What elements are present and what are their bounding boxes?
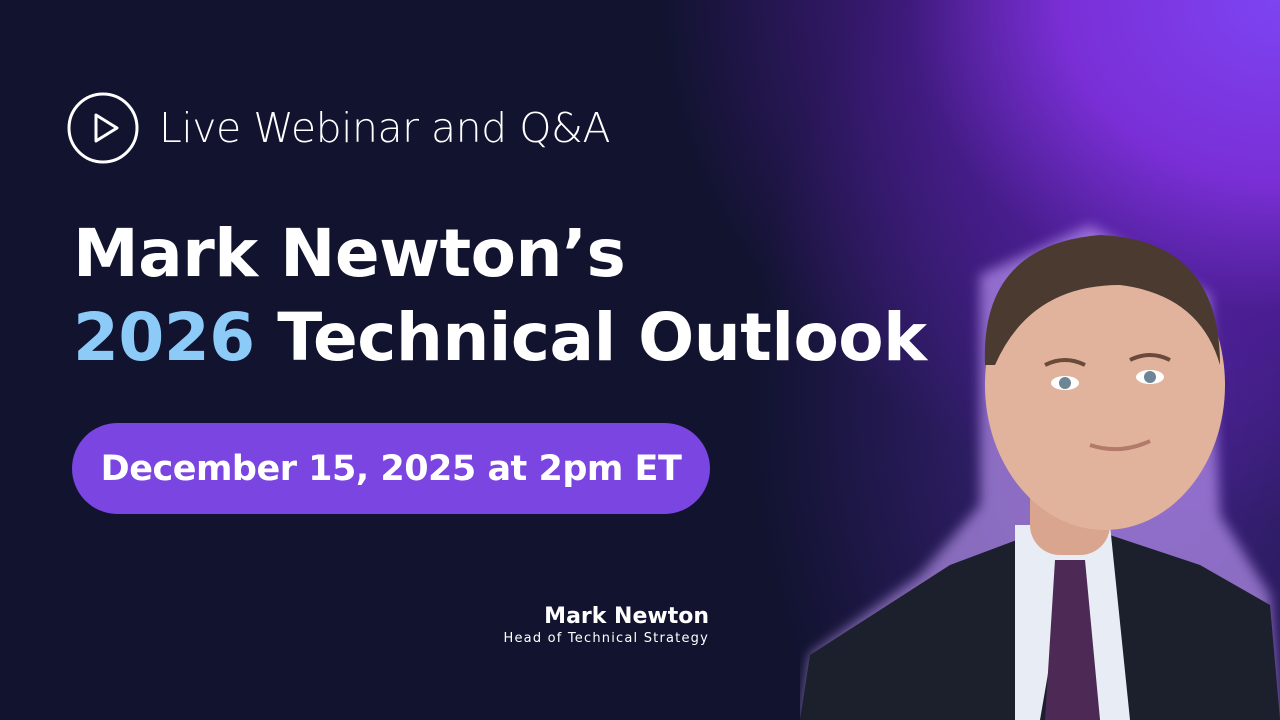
speaker-photo	[800, 225, 1280, 720]
date-pill: December 15, 2025 at 2pm ET	[72, 423, 710, 514]
speaker-role: Head of Technical Strategy	[503, 631, 709, 646]
webinar-badge: Live Webinar and Q&A	[67, 92, 611, 164]
page-title: Mark Newton’s 2026 Technical Outlook	[73, 212, 927, 380]
webinar-label: Live Webinar and Q&A	[159, 104, 611, 152]
title-rest: Technical Outlook	[277, 299, 927, 376]
play-circle-icon	[67, 92, 139, 164]
title-year: 2026	[73, 299, 255, 376]
speaker-name: Mark Newton	[544, 604, 709, 629]
title-line-2: 2026 Technical Outlook	[73, 296, 927, 380]
speaker-caption: Mark Newton Head of Technical Strategy	[503, 603, 709, 647]
title-line-1: Mark Newton’s	[73, 215, 626, 292]
